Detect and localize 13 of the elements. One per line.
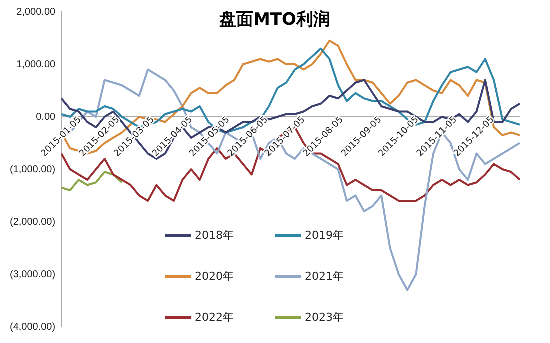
- legend-label: 2023年: [305, 310, 344, 325]
- chart-title: 盘面MTO利润: [220, 10, 330, 30]
- y-tick-label: 1,000.00: [16, 59, 56, 70]
- legend-label: 2018年: [195, 228, 234, 243]
- y-tick-label: (3,000.00): [10, 269, 56, 280]
- y-tick-label: (1,000.00): [10, 164, 56, 176]
- legend-label: 2019年: [305, 228, 344, 243]
- legend-label: 2022年: [195, 310, 234, 325]
- y-tick-label: 2,000.00: [16, 6, 56, 18]
- legend-label: 2020年: [195, 269, 234, 284]
- y-tick-label: (2,000.00): [10, 216, 56, 228]
- y-tick-label: (4,000.00): [10, 322, 56, 333]
- legend-label: 2021年: [305, 269, 344, 284]
